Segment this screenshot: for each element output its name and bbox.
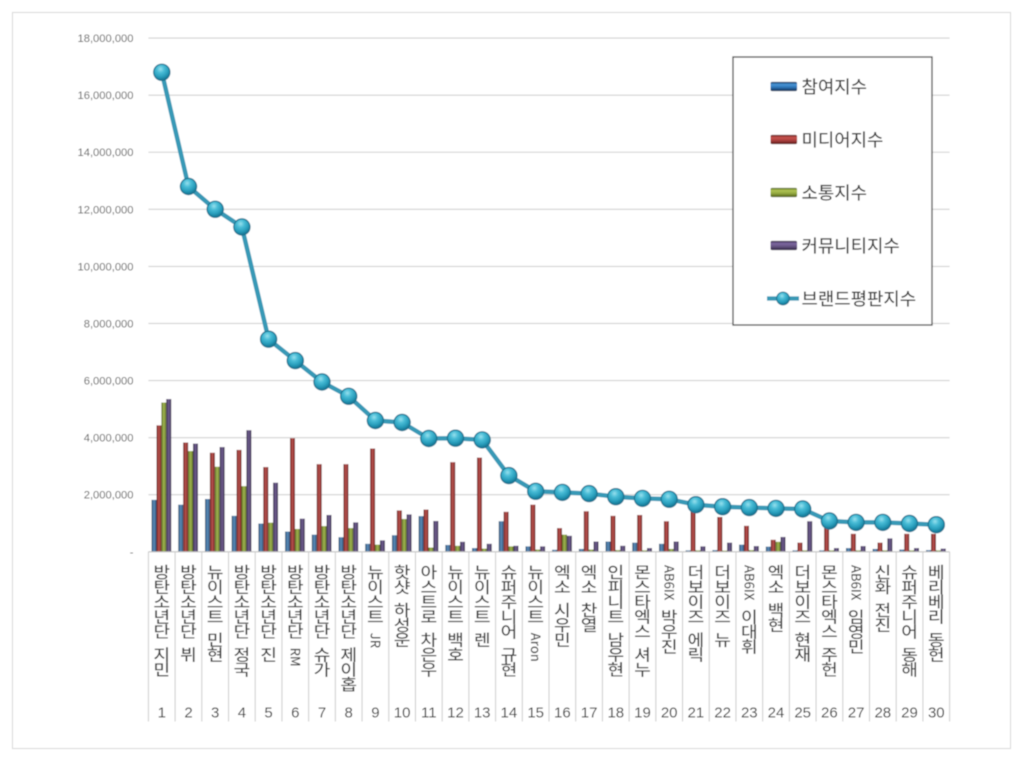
svg-text:21: 21 <box>688 705 705 722</box>
svg-text:2: 2 <box>184 705 192 722</box>
svg-text:4,000,000: 4,000,000 <box>84 433 134 445</box>
svg-text:17: 17 <box>581 705 598 722</box>
svg-text:6: 6 <box>291 705 299 722</box>
svg-text:6,000,000: 6,000,000 <box>84 376 134 388</box>
svg-text:9: 9 <box>371 705 379 722</box>
svg-text:2,000,000: 2,000,000 <box>84 490 134 502</box>
svg-text:10,000,000: 10,000,000 <box>78 261 134 273</box>
svg-text:26: 26 <box>821 705 838 722</box>
svg-text:18: 18 <box>607 705 624 722</box>
svg-text:13: 13 <box>474 705 491 722</box>
svg-text:8: 8 <box>345 705 353 722</box>
svg-text:18,000,000: 18,000,000 <box>78 33 134 45</box>
svg-text:20: 20 <box>661 705 678 722</box>
svg-text:4: 4 <box>238 705 246 722</box>
svg-text:12: 12 <box>447 705 464 722</box>
svg-text:8,000,000: 8,000,000 <box>84 319 134 331</box>
svg-text:30: 30 <box>928 705 945 722</box>
svg-text:22: 22 <box>714 705 731 722</box>
svg-text:25: 25 <box>794 705 811 722</box>
svg-text:14,000,000: 14,000,000 <box>78 147 134 159</box>
svg-text:16,000,000: 16,000,000 <box>78 90 134 102</box>
svg-text:29: 29 <box>901 705 918 722</box>
svg-text:16: 16 <box>554 705 571 722</box>
svg-text:10: 10 <box>394 705 411 722</box>
svg-text:23: 23 <box>741 705 758 722</box>
svg-text:24: 24 <box>768 705 785 722</box>
svg-text:-: - <box>130 547 134 559</box>
svg-text:3: 3 <box>211 705 219 722</box>
svg-text:1: 1 <box>158 705 166 722</box>
svg-text:12,000,000: 12,000,000 <box>78 204 134 216</box>
svg-text:15: 15 <box>527 705 544 722</box>
svg-text:28: 28 <box>874 705 891 722</box>
svg-text:5: 5 <box>264 705 272 722</box>
svg-text:27: 27 <box>848 705 865 722</box>
svg-text:19: 19 <box>634 705 651 722</box>
svg-text:7: 7 <box>318 705 326 722</box>
svg-text:14: 14 <box>501 705 518 722</box>
svg-text:11: 11 <box>421 705 437 722</box>
